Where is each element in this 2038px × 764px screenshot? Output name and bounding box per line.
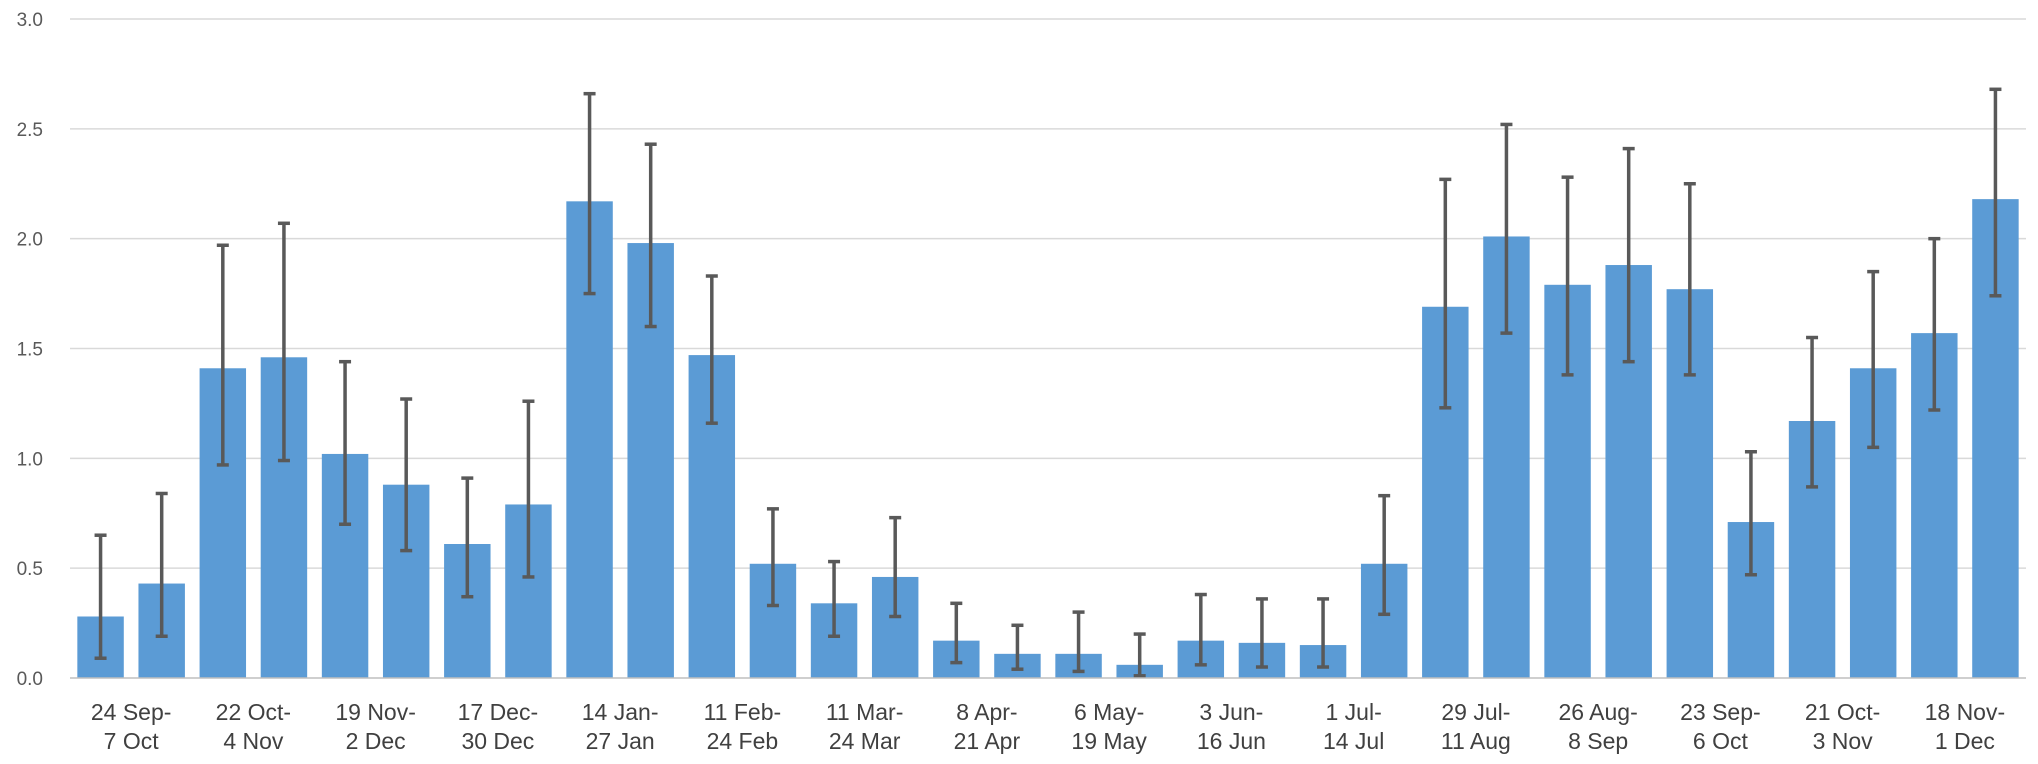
- error-bar: [400, 397, 413, 553]
- error-bar: [828, 559, 841, 639]
- x-tick-label-line: 21 Oct-: [1805, 699, 1880, 725]
- x-tick-label: 22 Oct- 4 Nov: [216, 699, 291, 754]
- error-bar: [522, 399, 535, 579]
- error-bar: [1561, 175, 1574, 377]
- x-tick-label: 8 Apr- 21 Apr: [954, 699, 1021, 754]
- x-tick-label: 24 Sep- 7 Oct: [91, 699, 172, 754]
- error-bar: [1439, 177, 1452, 410]
- x-tick-label-line: 24 Mar: [829, 728, 901, 754]
- x-tick-label-line: 8 Sep: [1568, 728, 1628, 754]
- x-tick-label-line: 24 Sep-: [91, 699, 172, 725]
- error-bar: [1011, 623, 1024, 671]
- y-tick-label: 0.5: [17, 559, 43, 580]
- x-tick-label: 1 Jul- 14 Jul: [1323, 699, 1384, 754]
- error-bar: [1255, 597, 1268, 669]
- y-tick-label: 2.5: [17, 120, 43, 141]
- error-bar: [1867, 269, 1880, 450]
- x-tick-label-line: 29 Jul-: [1441, 699, 1510, 725]
- error-bar: [1683, 182, 1696, 377]
- y-tick-label: 1.0: [17, 449, 43, 470]
- error-bar: [1317, 597, 1330, 669]
- x-tick-label-line: 22 Oct-: [216, 699, 291, 725]
- x-axis-tick-labels: 24 Sep- 7 Oct 22 Oct- 4 Nov 19 Nov- 2 Dec 17 D…: [91, 699, 2005, 754]
- x-tick-label: 18 Nov- 1 Dec: [1925, 699, 2006, 754]
- x-tick-label: 11 Feb- 24 Feb: [704, 699, 782, 754]
- x-tick-label-line: 2 Dec: [346, 728, 406, 754]
- error-bar: [644, 142, 657, 329]
- x-tick-label-line: 21 Apr: [954, 728, 1021, 754]
- error-bar: [1194, 592, 1207, 667]
- x-tick-label: 29 Jul- 11 Aug: [1441, 699, 1511, 754]
- error-bar: [461, 476, 474, 599]
- x-tick-label-line: 8 Apr-: [956, 699, 1017, 725]
- x-tick-label-line: 11 Aug: [1441, 728, 1511, 754]
- x-tick-label-line: 19 Nov-: [335, 699, 416, 725]
- x-tick-label: 6 May- 19 May: [1071, 699, 1147, 754]
- x-tick-label-line: 14 Jul: [1323, 728, 1384, 754]
- error-bar: [1378, 493, 1391, 617]
- x-tick-label-line: 27 Jan: [586, 728, 655, 754]
- error-bar: [705, 274, 718, 425]
- error-bar: [339, 359, 352, 526]
- error-bar: [1133, 632, 1146, 678]
- error-bar: [1989, 87, 2002, 298]
- y-tick-label: 3.0: [17, 10, 43, 31]
- y-tick-label: 2.0: [17, 230, 43, 251]
- x-tick-label-line: 1 Jul-: [1326, 699, 1382, 725]
- x-tick-label-line: 19 May: [1071, 728, 1147, 754]
- x-tick-label-line: 3 Jun-: [1199, 699, 1263, 725]
- x-tick-label-line: 7 Oct: [104, 728, 160, 754]
- x-tick-label-line: 1 Dec: [1935, 728, 1995, 754]
- x-tick-label: 3 Jun- 16 Jun: [1197, 699, 1266, 754]
- y-axis-tick-labels: 0.0 0.5 1.0 1.5 2.0 2.5 3.0: [17, 10, 43, 690]
- error-bar: [766, 507, 779, 608]
- error-bar: [1806, 335, 1819, 489]
- y-tick-label: 1.5: [17, 340, 43, 361]
- x-tick-label-line: 26 Aug-: [1558, 699, 1637, 725]
- x-tick-label-line: 4 Nov: [223, 728, 284, 754]
- x-tick-label: 14 Jan- 27 Jan: [582, 699, 659, 754]
- x-tick-label-line: 17 Dec-: [458, 699, 539, 725]
- bars: [77, 199, 2019, 679]
- error-bars: [94, 87, 2002, 678]
- x-tick-label-line: 24 Feb: [707, 728, 779, 754]
- x-tick-label-line: 6 Oct: [1693, 728, 1749, 754]
- x-tick-label-line: 3 Nov: [1813, 728, 1874, 754]
- x-tick-label-line: 14 Jan-: [582, 699, 659, 725]
- x-tick-label: 19 Nov- 2 Dec: [335, 699, 416, 754]
- x-tick-label: 11 Mar- 24 Mar: [826, 699, 904, 754]
- x-tick-label-line: 11 Feb-: [704, 699, 782, 725]
- error-bar: [1072, 610, 1085, 674]
- x-tick-label-line: 6 May-: [1074, 699, 1144, 725]
- x-tick-label: 21 Oct- 3 Nov: [1805, 699, 1880, 754]
- error-bar: [1622, 146, 1635, 364]
- error-bar: [94, 533, 107, 660]
- error-bar: [1500, 122, 1513, 335]
- x-tick-label: 23 Sep- 6 Oct: [1680, 699, 1761, 754]
- x-tick-label: 17 Dec- 30 Dec: [458, 699, 539, 754]
- error-bar: [583, 91, 596, 296]
- x-tick-label: 26 Aug- 8 Sep: [1558, 699, 1637, 754]
- x-tick-label-line: 18 Nov-: [1925, 699, 2006, 725]
- y-tick-label: 0.0: [17, 669, 43, 690]
- x-tick-label-line: 16 Jun: [1197, 728, 1266, 754]
- x-tick-label-line: 11 Mar-: [826, 699, 904, 725]
- x-tick-label-line: 30 Dec: [461, 728, 534, 754]
- x-tick-label-line: 23 Sep-: [1680, 699, 1761, 725]
- error-bar: [155, 491, 168, 639]
- error-bar: [277, 221, 290, 463]
- error-bar: [889, 515, 902, 619]
- error-bar: [1928, 236, 1941, 412]
- error-bar: [216, 243, 229, 467]
- error-bar: [950, 601, 963, 665]
- error-bar: [1744, 449, 1757, 577]
